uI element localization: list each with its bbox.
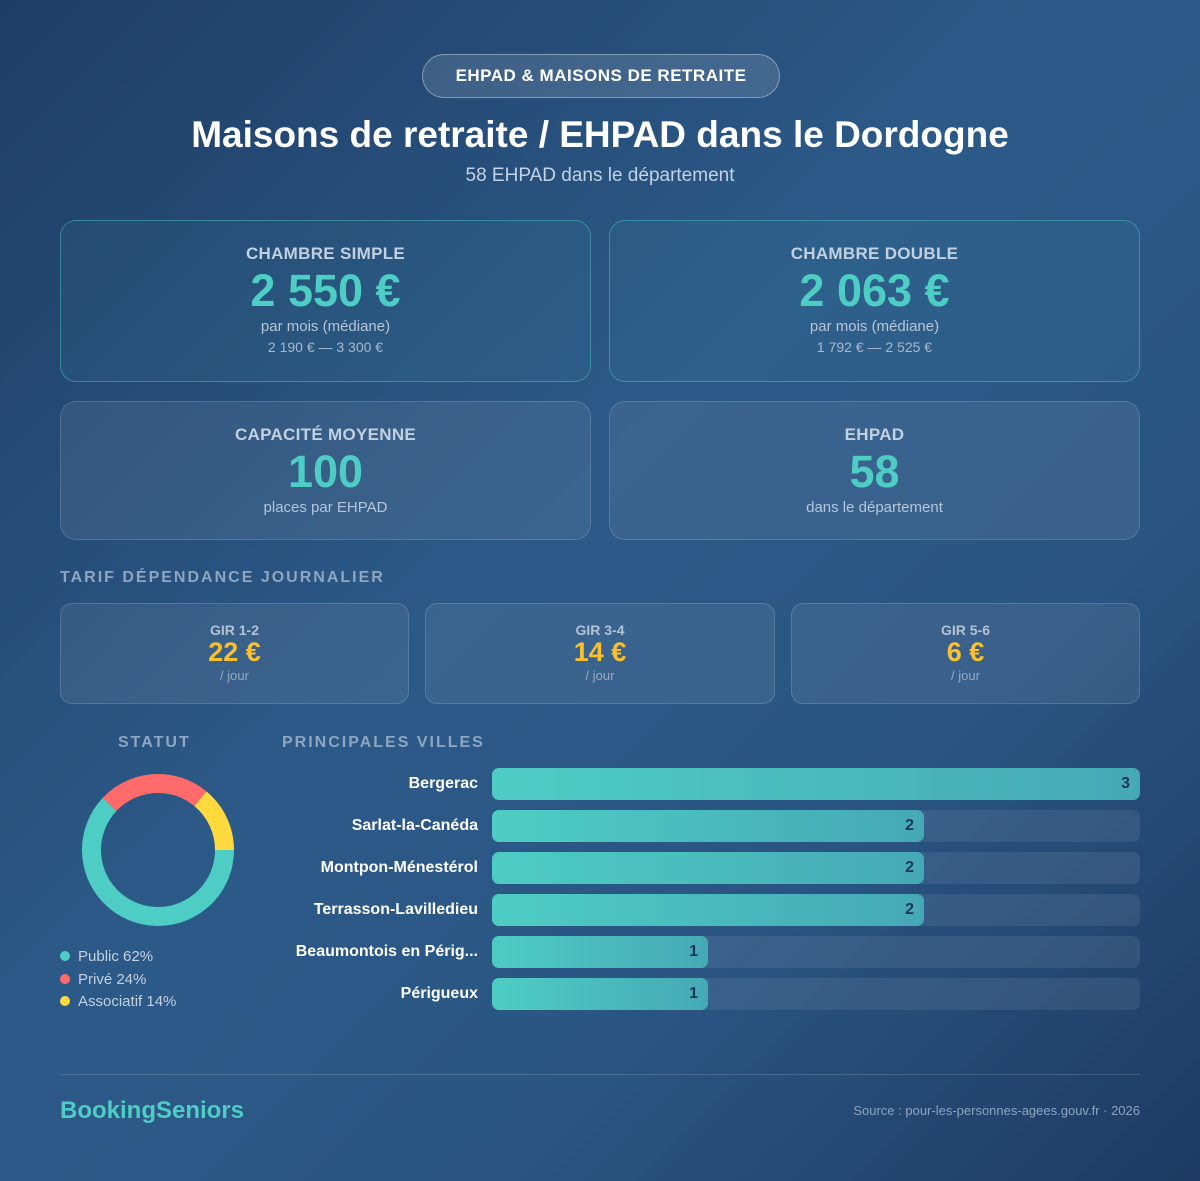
legend-label: Privé 24% <box>78 971 147 988</box>
bar-value-label: 1 <box>689 943 698 960</box>
legend-label: Public 62% <box>78 948 154 965</box>
gir-label: GIR 3-4 <box>575 622 625 638</box>
bar: 3 <box>492 768 1140 800</box>
card-chambre-simple: CHAMBRE SIMPLE 2 550 € par mois (médiane… <box>60 220 591 382</box>
gir-value: 14 € <box>573 637 627 667</box>
card-sub: par mois (médiane) <box>260 317 391 335</box>
bar-category-label: Périgueux <box>400 985 478 1002</box>
gir-unit: / jour <box>951 667 980 683</box>
villes-title: PRINCIPALES VILLES <box>282 734 485 751</box>
card-range: 2 190 € — 3 300 € <box>267 338 384 355</box>
bar-track: 2 <box>492 852 1140 884</box>
source-text: Source : pour-les-personnes-agees.gouv.f… <box>853 1103 1140 1118</box>
bar-track: 1 <box>492 936 1140 968</box>
bar-value-label: 3 <box>1121 775 1130 792</box>
bar-category-label: Bergerac <box>408 775 478 792</box>
bar-track: 2 <box>492 894 1140 926</box>
card-range: 1 792 € — 2 525 € <box>816 338 933 355</box>
bar-row: Bergerac 3 <box>282 768 1140 800</box>
card-sub: places par EHPAD <box>263 498 388 516</box>
footer-divider <box>60 1074 1140 1075</box>
gir-label: GIR 1-2 <box>209 622 259 638</box>
legend-dot <box>60 951 70 961</box>
card-value: 2 550 € <box>250 265 401 316</box>
card-value: 100 <box>287 446 364 497</box>
card-sub: dans le département <box>806 498 943 516</box>
bar-row: Périgueux 1 <box>282 978 1140 1010</box>
legend-item: Public 62% <box>60 948 153 965</box>
card-label: CHAMBRE DOUBLE <box>790 244 959 263</box>
gir-unit: / jour <box>220 667 249 683</box>
bar-track: 2 <box>492 810 1140 842</box>
bar: 2 <box>492 852 924 884</box>
legend-item: Associatif 14% <box>60 993 176 1010</box>
donut-slice-privé <box>82 774 234 926</box>
card-capacite: CAPACITÉ MOYENNE 100 places par EHPAD <box>60 401 591 540</box>
bar-track: 1 <box>492 978 1140 1010</box>
page-subtitle: 58 EHPAD dans le département <box>465 165 735 186</box>
gir-card: GIR 3-4 14 € / jour <box>425 603 775 704</box>
page-title: Maisons de retraite / EHPAD dans le Dord… <box>191 114 1009 155</box>
bar-value-label: 2 <box>905 859 914 876</box>
bar-category-label: Montpon-Ménestérol <box>320 859 478 876</box>
card-chambre-double: CHAMBRE DOUBLE 2 063 € par mois (médiane… <box>609 220 1140 382</box>
gir-card: GIR 5-6 6 € / jour <box>791 603 1140 704</box>
bar-row: Sarlat-la-Canéda 2 <box>282 810 1140 842</box>
legend-dot <box>60 996 70 1006</box>
legend-label: Associatif 14% <box>78 993 177 1010</box>
tarif-section-title: TARIF DÉPENDANCE JOURNALIER <box>60 569 385 586</box>
gir-card: GIR 1-2 22 € / jour <box>60 603 409 704</box>
gir-value: 22 € <box>208 637 261 667</box>
bar: 2 <box>492 894 924 926</box>
bar-row: Beaumontois en Périg... 1 <box>282 936 1140 968</box>
category-badge: EHPAD & MAISONS DE RETRAITE <box>422 54 780 98</box>
card-ehpad-count: EHPAD 58 dans le département <box>609 401 1140 540</box>
card-value: 58 <box>849 446 900 497</box>
bar: 1 <box>492 936 708 968</box>
bar-category-label: Sarlat-la-Canéda <box>351 817 478 834</box>
legend-dot <box>60 974 70 984</box>
donut-slice-associatif <box>82 774 234 926</box>
brand-logo: BookingSeniors <box>60 1097 245 1124</box>
bar-row: Terrasson-Lavilledieu 2 <box>282 894 1140 926</box>
bar-category-label: Terrasson-Lavilledieu <box>313 901 478 918</box>
statut-title: STATUT <box>118 734 191 751</box>
bar-value-label: 2 <box>905 901 914 918</box>
bar-track: 3 <box>492 768 1140 800</box>
statut-donut-chart <box>82 774 234 926</box>
card-label: CHAMBRE SIMPLE <box>245 244 406 263</box>
bar: 1 <box>492 978 708 1010</box>
card-value: 2 063 € <box>799 265 950 316</box>
bar-category-label: Beaumontois en Périg... <box>295 943 478 960</box>
legend-item: Privé 24% <box>60 971 146 988</box>
bar-value-label: 1 <box>689 985 698 1002</box>
bar-value-label: 2 <box>905 817 914 834</box>
card-label: CAPACITÉ MOYENNE <box>234 425 417 444</box>
card-sub: par mois (médiane) <box>809 317 940 335</box>
gir-unit: / jour <box>585 667 615 683</box>
gir-label: GIR 5-6 <box>940 622 990 638</box>
gir-value: 6 € <box>946 637 985 667</box>
bar-row: Montpon-Ménestérol 2 <box>282 852 1140 884</box>
bar: 2 <box>492 810 924 842</box>
card-label: EHPAD <box>844 425 905 444</box>
